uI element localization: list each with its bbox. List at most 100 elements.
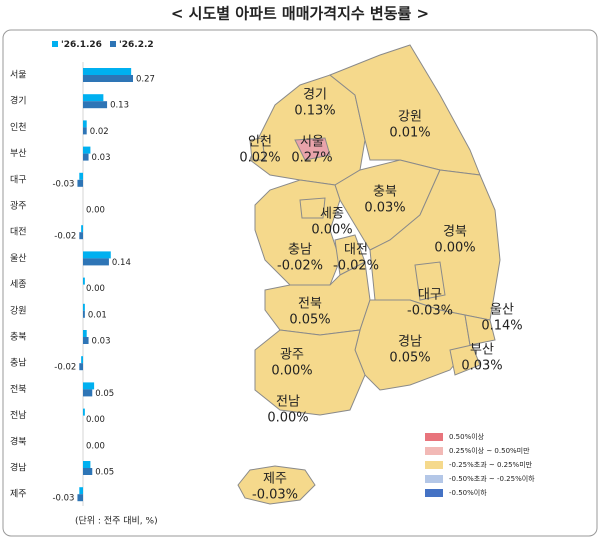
region-value: 0.05% <box>289 313 330 328</box>
bar <box>83 382 95 390</box>
region-name: 대구 <box>418 288 442 303</box>
value-label: 0.01 <box>88 310 107 320</box>
bar <box>83 101 108 109</box>
bar <box>83 461 91 468</box>
region-name: 전북 <box>298 297 322 312</box>
category-label: 강원 <box>10 305 27 316</box>
bar <box>83 94 104 102</box>
region-name: 경남 <box>398 335 422 350</box>
region-value: -0.02% <box>277 259 323 274</box>
value-label: 0.27 <box>136 75 155 85</box>
bar <box>83 337 89 344</box>
region-name: 세종 <box>320 207 344 222</box>
bar <box>83 153 89 161</box>
region-value: -0.03% <box>407 304 453 319</box>
map-legend-label: 0.25%이상 ~ 0.50%미만 <box>449 446 530 455</box>
region-name: 울산 <box>490 303 514 318</box>
legend-label: '26.2.2 <box>119 40 154 50</box>
category-label: 경북 <box>10 435 27 447</box>
value-label: 0.00 <box>86 415 105 425</box>
region-value: 0.00% <box>267 411 308 426</box>
region-name: 경기 <box>303 88 327 103</box>
region-name: 광주 <box>280 348 304 363</box>
bar <box>83 258 109 266</box>
region-name: 제주 <box>263 472 287 487</box>
frame <box>2 29 598 537</box>
bar <box>83 303 85 311</box>
category-label: 충남 <box>10 358 27 369</box>
bar <box>81 225 83 233</box>
category-label: 대전 <box>10 227 27 238</box>
chart-title: < 시도별 아파트 매매가격지수 변동률 > <box>171 5 429 23</box>
region-value: 0.13% <box>294 104 335 119</box>
bar <box>83 389 93 397</box>
region-value: 0.05% <box>389 351 430 366</box>
region-name: 인천 <box>248 135 272 150</box>
region-value: 0.03% <box>461 359 502 374</box>
category-label: 제주 <box>10 489 27 500</box>
region-name: 부산 <box>470 343 494 358</box>
map-region <box>249 137 266 161</box>
region-value: -0.03% <box>252 488 298 503</box>
region-name: 경북 <box>443 225 467 240</box>
bar <box>77 179 83 187</box>
region-value: 0.02% <box>239 151 280 166</box>
region-name: 강원 <box>398 110 422 125</box>
map-region <box>254 329 366 416</box>
map-region <box>249 74 366 186</box>
bar <box>81 356 83 364</box>
map-legend-label: -0.25%초과 ~ 0.25%미만 <box>449 460 533 469</box>
map-legend-swatch <box>425 433 443 441</box>
region-value: 0.00% <box>311 223 352 238</box>
bar <box>83 408 85 416</box>
region-name: 충북 <box>373 185 397 200</box>
map-region <box>294 137 331 161</box>
bar <box>77 494 83 502</box>
map-legend-label: -0.50%이하 <box>449 488 487 497</box>
category-label: 경남 <box>10 462 27 474</box>
bar <box>83 68 132 75</box>
bar <box>79 487 83 495</box>
map-region <box>237 465 316 505</box>
value-label: 0.05 <box>95 468 114 478</box>
category-label: 울산 <box>10 253 27 264</box>
legend-swatch <box>52 41 58 47</box>
bar <box>79 172 83 180</box>
bar <box>83 146 91 154</box>
value-label: 0.02 <box>90 127 109 137</box>
unit-note: (단위 : 전주 대비, %) <box>75 516 158 527</box>
bar <box>83 310 85 318</box>
value-label: 0.13 <box>110 101 129 111</box>
category-label: 충북 <box>10 332 27 343</box>
value-label: -0.03 <box>52 494 74 504</box>
bar <box>83 251 111 259</box>
region-value: 0.00% <box>434 241 475 256</box>
legend-swatch <box>110 41 116 47</box>
region-value: 0.14% <box>481 319 522 334</box>
value-label: 0.00 <box>86 284 105 294</box>
bar <box>79 232 83 240</box>
map-legend-label: -0.50%초과 ~ -0.25%이하 <box>449 474 535 483</box>
bar <box>79 363 83 371</box>
bar <box>83 127 87 135</box>
value-label: 0.03 <box>92 153 111 163</box>
map-legend-swatch <box>425 475 443 483</box>
legend-label: '26.1.26 <box>61 40 102 50</box>
region-name: 전남 <box>276 395 300 410</box>
category-label: 광주 <box>10 200 27 212</box>
map-region <box>464 314 496 346</box>
value-label: -0.03 <box>52 179 74 189</box>
bar <box>83 277 85 285</box>
bar <box>83 120 87 128</box>
value-label: -0.02 <box>54 232 76 242</box>
bar <box>83 468 93 475</box>
category-label: 대구 <box>10 174 27 185</box>
region-value: 0.03% <box>364 201 405 216</box>
region-value: -0.02% <box>333 259 379 274</box>
category-label: 전북 <box>10 384 27 395</box>
category-label: 부산 <box>10 148 27 159</box>
map-legend-swatch <box>425 461 443 469</box>
category-label: 인천 <box>10 122 27 133</box>
map-legend-swatch <box>425 489 443 497</box>
